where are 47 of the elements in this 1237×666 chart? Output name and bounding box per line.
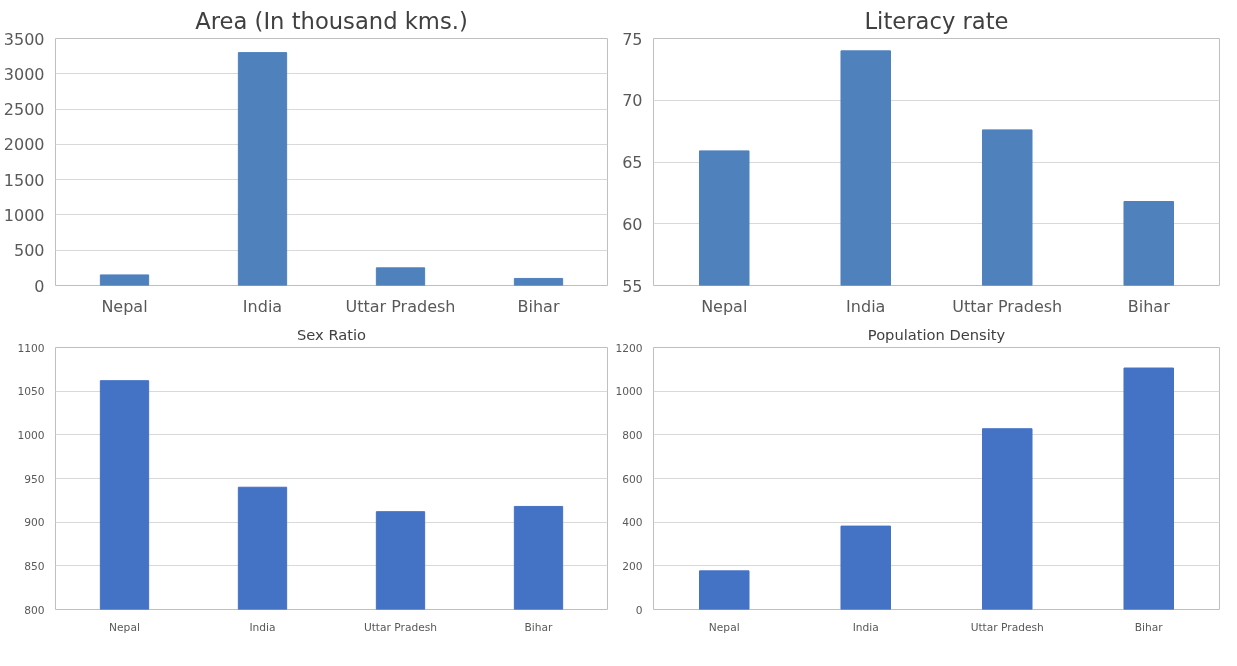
- y-tick-label: 1050: [17, 385, 45, 399]
- x-tick-label: Bihar: [1134, 620, 1164, 634]
- y-tick-label: 55: [622, 276, 643, 296]
- x-tick-label: India: [249, 620, 276, 634]
- y-tick-label: 0: [635, 603, 643, 617]
- x-tick-label: India: [846, 296, 886, 316]
- x-tick-label: India: [242, 296, 283, 316]
- x-tick-label: Nepal: [109, 620, 140, 634]
- x-tick-label: Uttar Pradesh: [952, 296, 1063, 316]
- y-tick-label: 1100: [17, 341, 45, 355]
- y-tick-label: 1000: [615, 385, 643, 399]
- chart-title: Area (In thousand kms.): [195, 7, 468, 34]
- y-tick-label: 400: [622, 516, 643, 530]
- y-tick-label: 850: [24, 559, 45, 573]
- x-tick-label: Nepal: [101, 296, 148, 316]
- x-tick-label: Bihar: [524, 620, 554, 634]
- y-tick-label: 60: [622, 214, 643, 234]
- x-tick-label: Bihar: [517, 296, 560, 316]
- x-tick-label: Nepal: [708, 620, 740, 634]
- y-tick-label: 600: [622, 472, 643, 486]
- x-tick-label: Uttar Pradesh: [345, 296, 456, 316]
- x-tick-label: Bihar: [1127, 296, 1171, 316]
- y-tick-label: 800: [622, 428, 643, 442]
- x-tick-label: Uttar Pradesh: [970, 620, 1044, 634]
- y-tick-label: 3500: [3, 29, 45, 49]
- chart-title: Population Density: [867, 325, 1006, 343]
- y-tick-label: 200: [622, 559, 643, 573]
- y-tick-label: 1000: [17, 428, 45, 442]
- y-tick-label: 2500: [3, 100, 45, 120]
- y-tick-label: 75: [622, 29, 643, 49]
- x-tick-label: Nepal: [701, 296, 748, 316]
- y-tick-label: 900: [24, 516, 45, 530]
- chart-title: Literacy rate: [864, 7, 1009, 34]
- x-tick-label: Uttar Pradesh: [363, 620, 438, 634]
- chart-title: Sex Ratio: [296, 325, 367, 343]
- y-tick-label: 1500: [3, 170, 45, 190]
- y-tick-label: 1200: [615, 341, 643, 355]
- y-tick-label: 3000: [3, 64, 45, 84]
- y-tick-label: 950: [24, 472, 45, 486]
- y-tick-label: 1000: [3, 205, 45, 225]
- y-tick-label: 65: [622, 153, 643, 172]
- x-tick-label: India: [852, 620, 879, 634]
- y-tick-label: 70: [622, 91, 643, 111]
- y-tick-label: 500: [13, 241, 45, 261]
- y-tick-label: 0: [34, 276, 45, 296]
- y-tick-label: 2000: [3, 135, 45, 155]
- y-tick-label: 800: [24, 603, 45, 617]
